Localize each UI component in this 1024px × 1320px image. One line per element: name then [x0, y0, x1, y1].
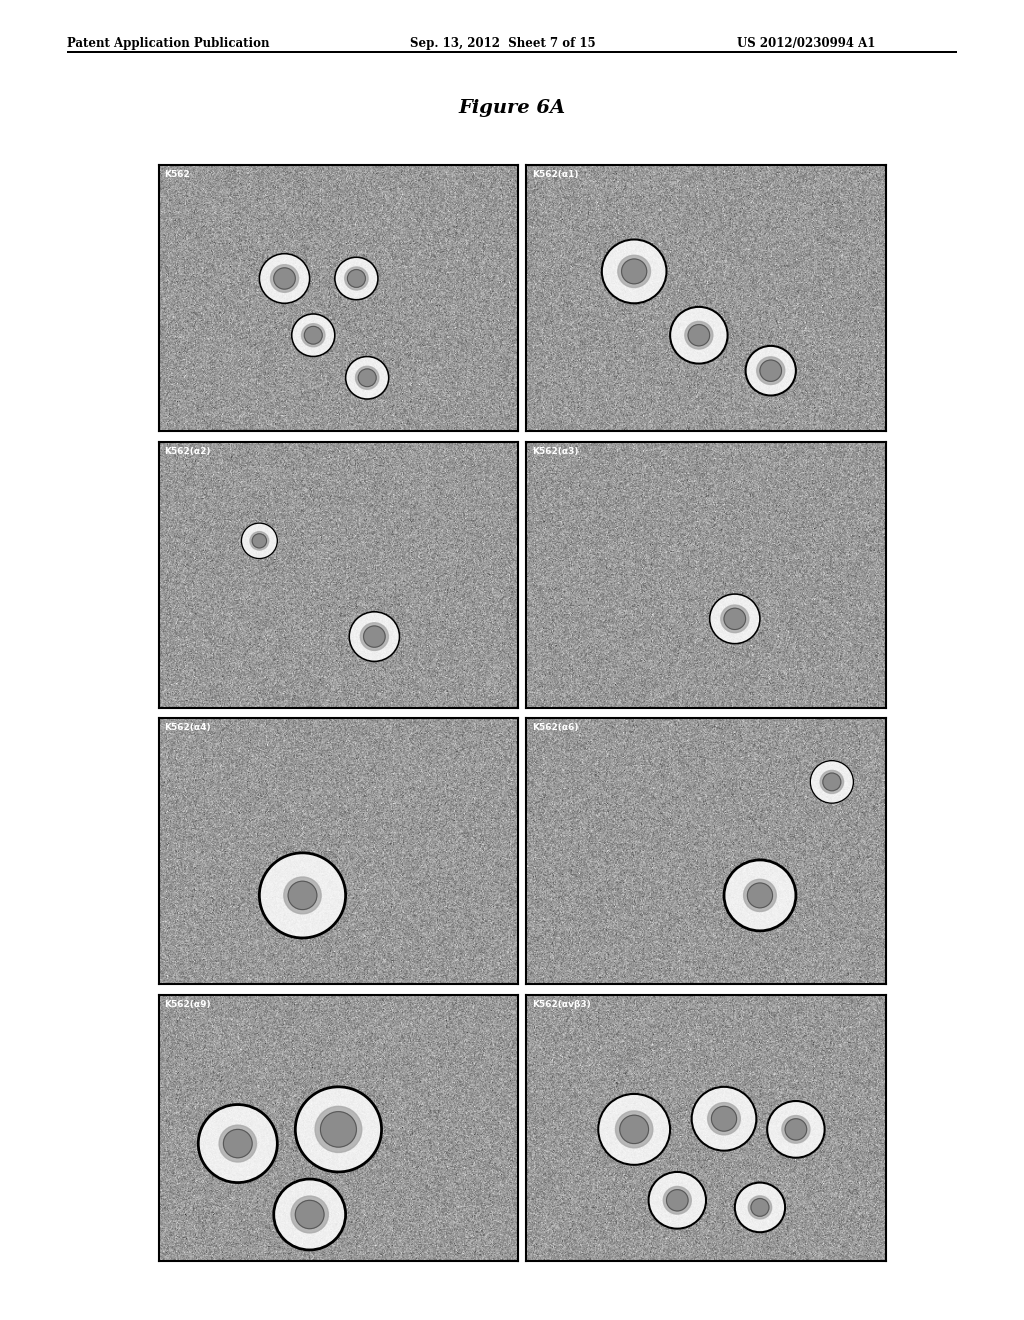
Circle shape	[355, 366, 379, 389]
Circle shape	[691, 1086, 757, 1151]
Circle shape	[270, 264, 299, 292]
Circle shape	[295, 1200, 324, 1229]
Circle shape	[315, 1106, 361, 1152]
Text: Figure 6A: Figure 6A	[459, 99, 565, 117]
Circle shape	[724, 609, 745, 630]
Circle shape	[273, 1179, 346, 1250]
Circle shape	[321, 1111, 356, 1147]
Circle shape	[708, 1102, 740, 1135]
Circle shape	[767, 1101, 824, 1158]
Text: K562(α3): K562(α3)	[531, 447, 579, 455]
Circle shape	[648, 1172, 707, 1229]
Circle shape	[670, 306, 728, 363]
Circle shape	[688, 325, 710, 346]
Circle shape	[292, 314, 335, 356]
Circle shape	[345, 267, 368, 290]
Circle shape	[782, 1115, 810, 1143]
Circle shape	[284, 876, 322, 913]
Circle shape	[291, 1196, 329, 1233]
Text: US 2012/0230994 A1: US 2012/0230994 A1	[737, 37, 876, 50]
Circle shape	[615, 1111, 653, 1148]
Text: K562(α2): K562(α2)	[164, 447, 211, 455]
Text: K562(α1): K562(α1)	[531, 170, 579, 180]
Circle shape	[760, 360, 781, 381]
Text: K562(αvβ3): K562(αvβ3)	[531, 1001, 591, 1008]
Circle shape	[335, 257, 378, 300]
Circle shape	[302, 323, 325, 347]
Circle shape	[223, 1130, 252, 1158]
Circle shape	[346, 356, 389, 399]
Circle shape	[602, 239, 667, 304]
Circle shape	[598, 1094, 670, 1164]
Text: K562(α9): K562(α9)	[164, 1001, 211, 1008]
Circle shape	[685, 321, 713, 348]
Circle shape	[250, 532, 268, 550]
Circle shape	[288, 882, 316, 909]
Circle shape	[273, 268, 295, 289]
Circle shape	[304, 326, 323, 345]
Text: K562: K562	[164, 170, 189, 180]
Circle shape	[259, 253, 309, 304]
Text: K562(α4): K562(α4)	[164, 723, 211, 733]
Circle shape	[622, 259, 647, 284]
Circle shape	[749, 1196, 772, 1218]
Circle shape	[620, 1115, 648, 1143]
Text: Patent Application Publication: Patent Application Publication	[67, 37, 269, 50]
Circle shape	[667, 1189, 688, 1210]
Circle shape	[295, 1086, 382, 1172]
Circle shape	[349, 611, 399, 661]
Circle shape	[785, 1119, 807, 1140]
Circle shape	[199, 1105, 278, 1183]
Circle shape	[617, 255, 650, 288]
Circle shape	[823, 774, 841, 791]
Circle shape	[242, 523, 278, 558]
Circle shape	[712, 1106, 736, 1131]
Circle shape	[743, 879, 776, 912]
Circle shape	[745, 346, 796, 396]
Circle shape	[748, 883, 772, 908]
Text: Sep. 13, 2012  Sheet 7 of 15: Sep. 13, 2012 Sheet 7 of 15	[410, 37, 595, 50]
Circle shape	[364, 626, 385, 647]
Circle shape	[252, 533, 266, 548]
Text: K562(α6): K562(α6)	[531, 723, 579, 733]
Circle shape	[820, 771, 844, 793]
Circle shape	[710, 594, 760, 644]
Circle shape	[259, 853, 346, 939]
Circle shape	[360, 623, 388, 651]
Circle shape	[735, 1183, 785, 1233]
Circle shape	[757, 356, 784, 384]
Circle shape	[721, 605, 749, 632]
Circle shape	[810, 760, 853, 803]
Circle shape	[664, 1187, 691, 1214]
Circle shape	[347, 269, 366, 288]
Circle shape	[219, 1125, 256, 1162]
Circle shape	[724, 859, 796, 931]
Circle shape	[358, 368, 376, 387]
Circle shape	[751, 1199, 769, 1216]
